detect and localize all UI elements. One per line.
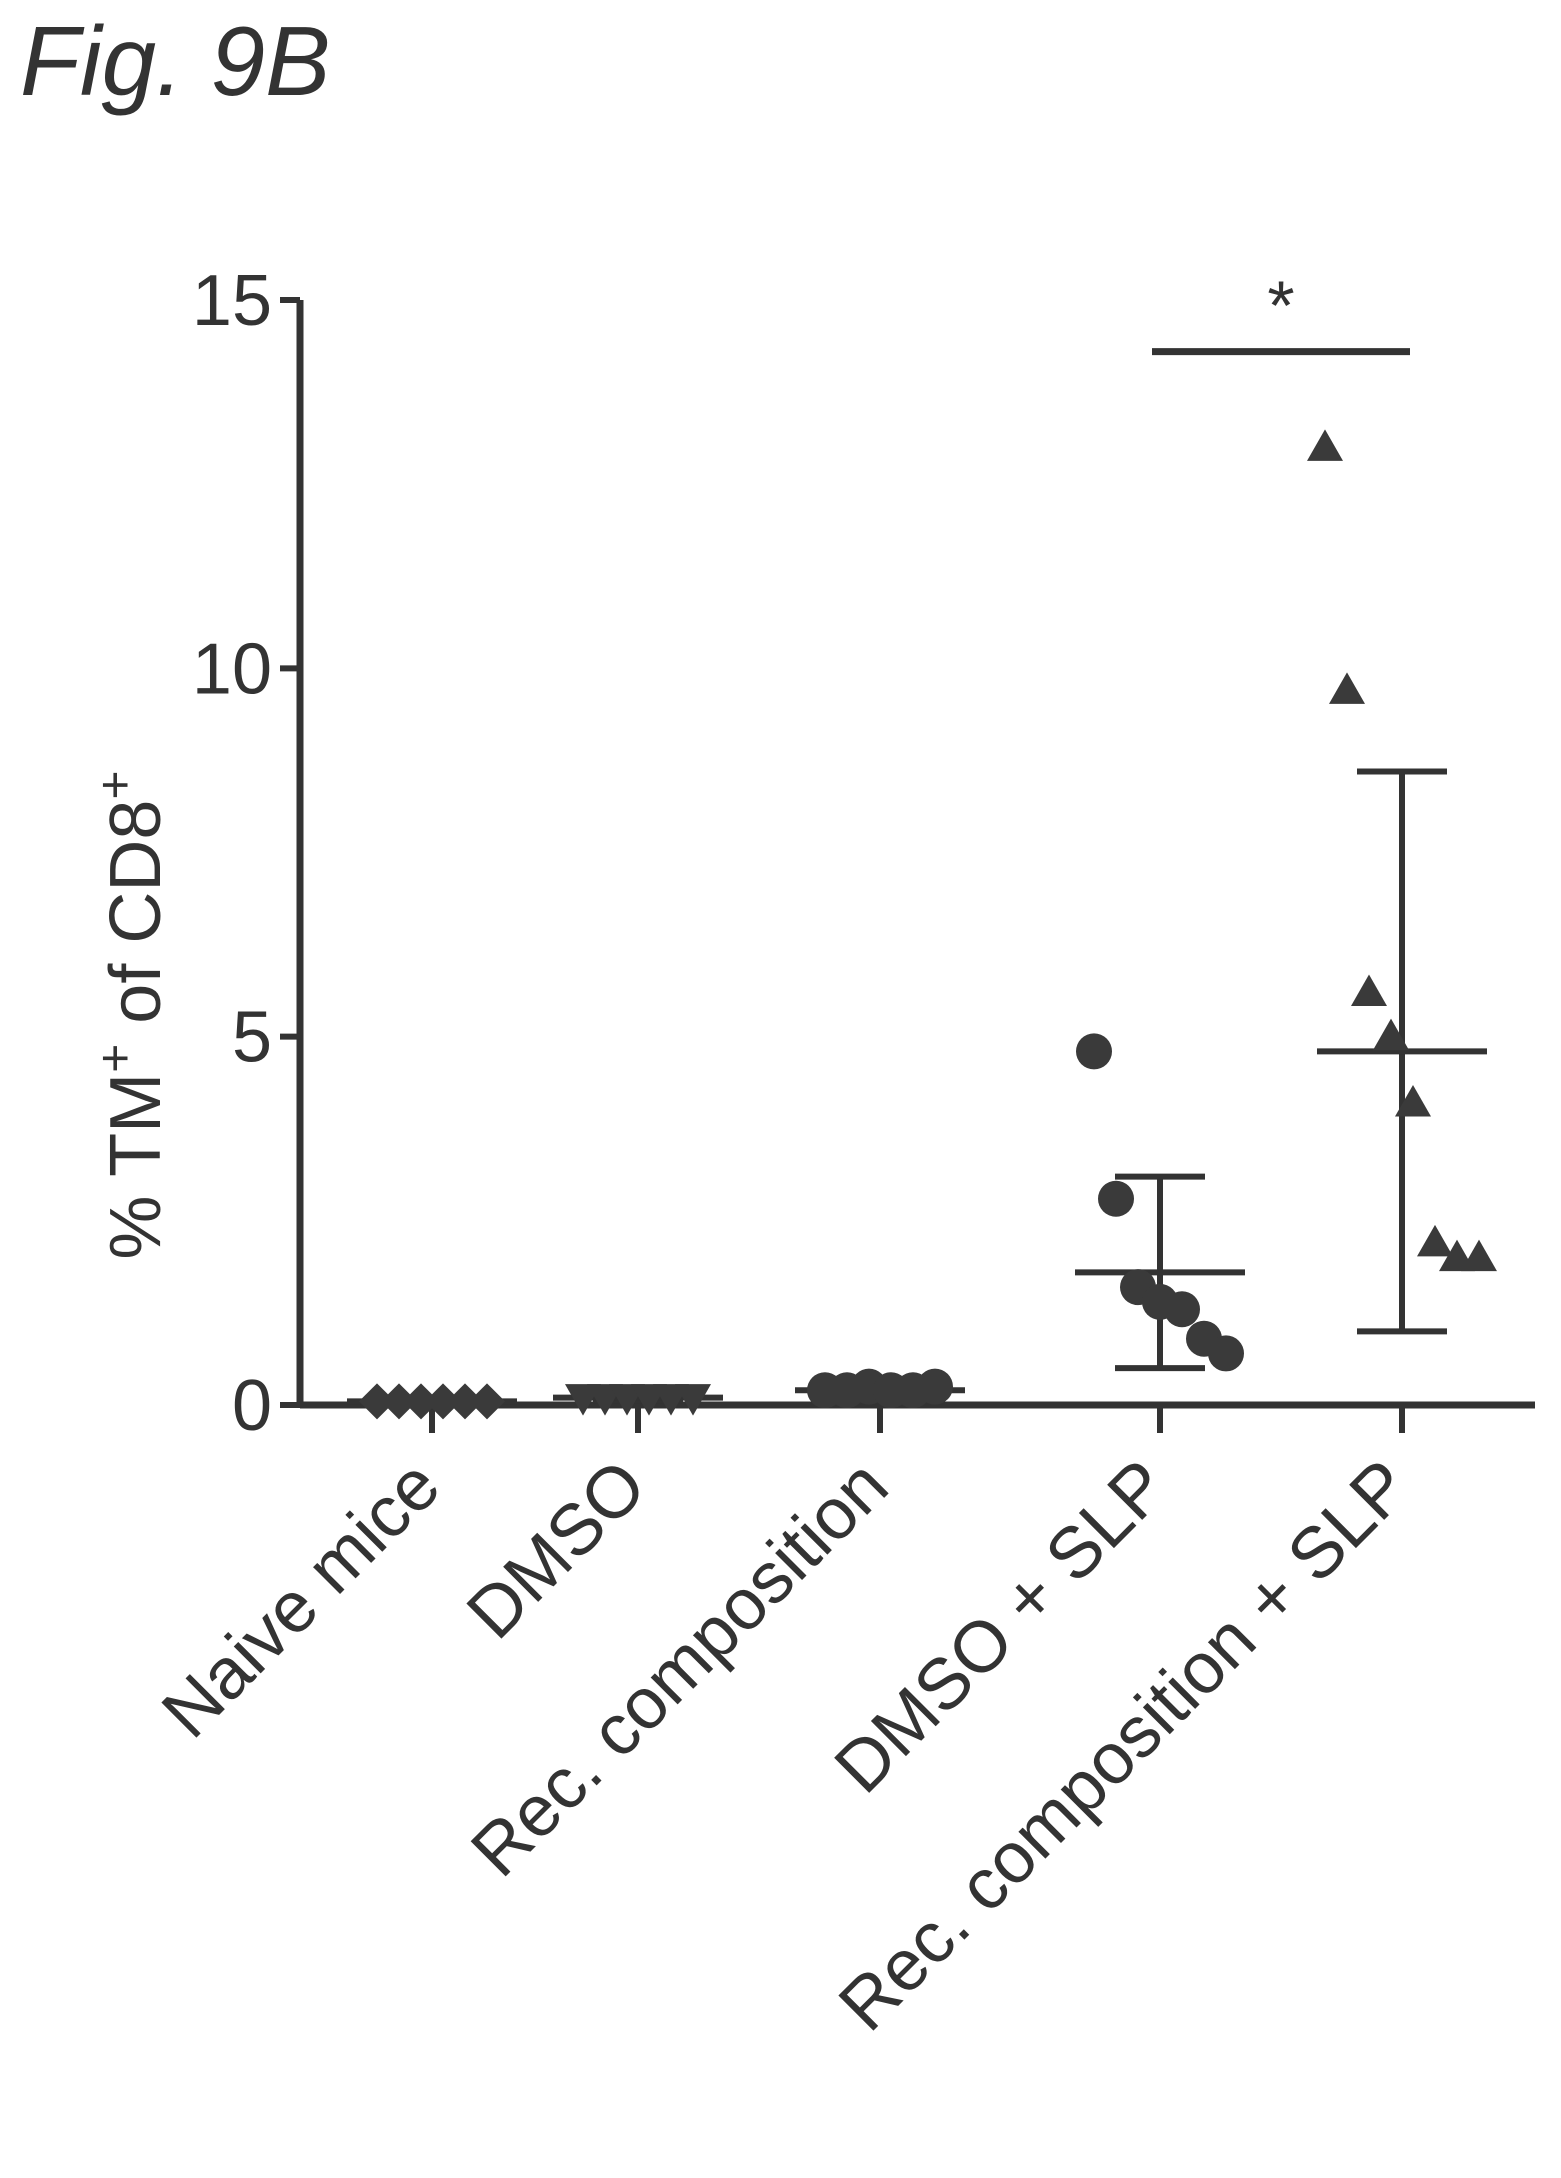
figure-label: Fig. 9B xyxy=(20,6,330,116)
data-point xyxy=(1417,1224,1453,1257)
data-point xyxy=(359,1383,395,1420)
category-label: DMSO xyxy=(452,1445,661,1654)
axes xyxy=(296,300,1535,1409)
significance-annotations: * xyxy=(1152,267,1410,356)
data-point xyxy=(469,1383,505,1420)
data-point xyxy=(1395,1084,1431,1117)
data-point xyxy=(1461,1239,1497,1272)
data-point xyxy=(447,1383,483,1420)
y-tick-label: 15 xyxy=(192,261,272,341)
data-point xyxy=(1307,429,1343,461)
data-point xyxy=(381,1383,417,1420)
category-label: Rec. composition xyxy=(456,1445,903,1892)
x-ticks xyxy=(429,1405,1405,1433)
y-tick-label: 10 xyxy=(192,629,272,709)
data-point xyxy=(1164,1291,1200,1328)
data-point xyxy=(1329,672,1365,704)
y-axis-label: % TM+ of CD8+ xyxy=(87,770,176,1259)
data-point xyxy=(675,1384,711,1416)
data-point xyxy=(425,1383,461,1420)
significance-label: * xyxy=(1267,267,1294,345)
data-points xyxy=(359,429,1497,1420)
category-label: Naive mice xyxy=(147,1445,455,1753)
y-tick-label: 5 xyxy=(232,998,272,1078)
data-point xyxy=(1373,1018,1409,1051)
data-point xyxy=(917,1368,953,1405)
error-bars xyxy=(347,768,1487,1407)
data-point xyxy=(1351,974,1387,1006)
data-point xyxy=(1098,1180,1134,1217)
y-tick-label: 0 xyxy=(232,1366,272,1446)
data-point xyxy=(1076,1033,1112,1070)
y-ticks: 0 5 10 15 xyxy=(192,261,300,1446)
data-point xyxy=(1208,1335,1244,1372)
data-point xyxy=(403,1383,439,1420)
